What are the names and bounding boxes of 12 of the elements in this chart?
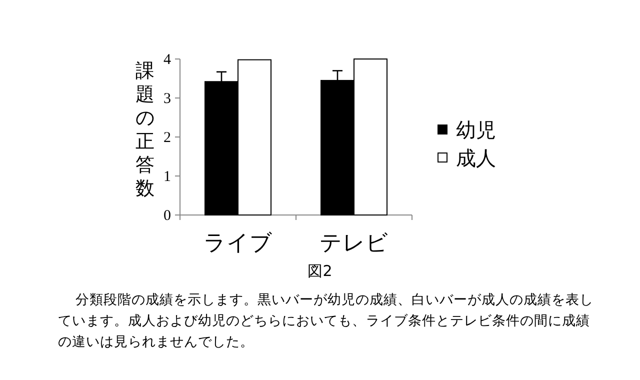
x-tick-label: ライブ	[204, 231, 272, 256]
y-tick-label: 0	[164, 208, 171, 224]
y-tick-label: 2	[164, 130, 171, 146]
y-tick-label: 4	[164, 52, 172, 68]
text: 分類段階の成績を示します。黒いバーが幼児の成績、白いバーが成人の成績を表しています。成人および幼児のどちらにおいても、ライブ条件とテレビ条件の間に成績の違いは見られませんでした。	[58, 291, 595, 352]
y-tick-label: 3	[164, 91, 171, 107]
x-tick-label: テレビ	[320, 231, 388, 256]
y-tick-label: 1	[164, 169, 171, 185]
y-axis-title: 課題の正答数	[136, 60, 154, 200]
legend-label: 成人	[456, 146, 496, 170]
caption: 図2	[306, 262, 334, 281]
legend-label: 幼児	[456, 118, 496, 142]
